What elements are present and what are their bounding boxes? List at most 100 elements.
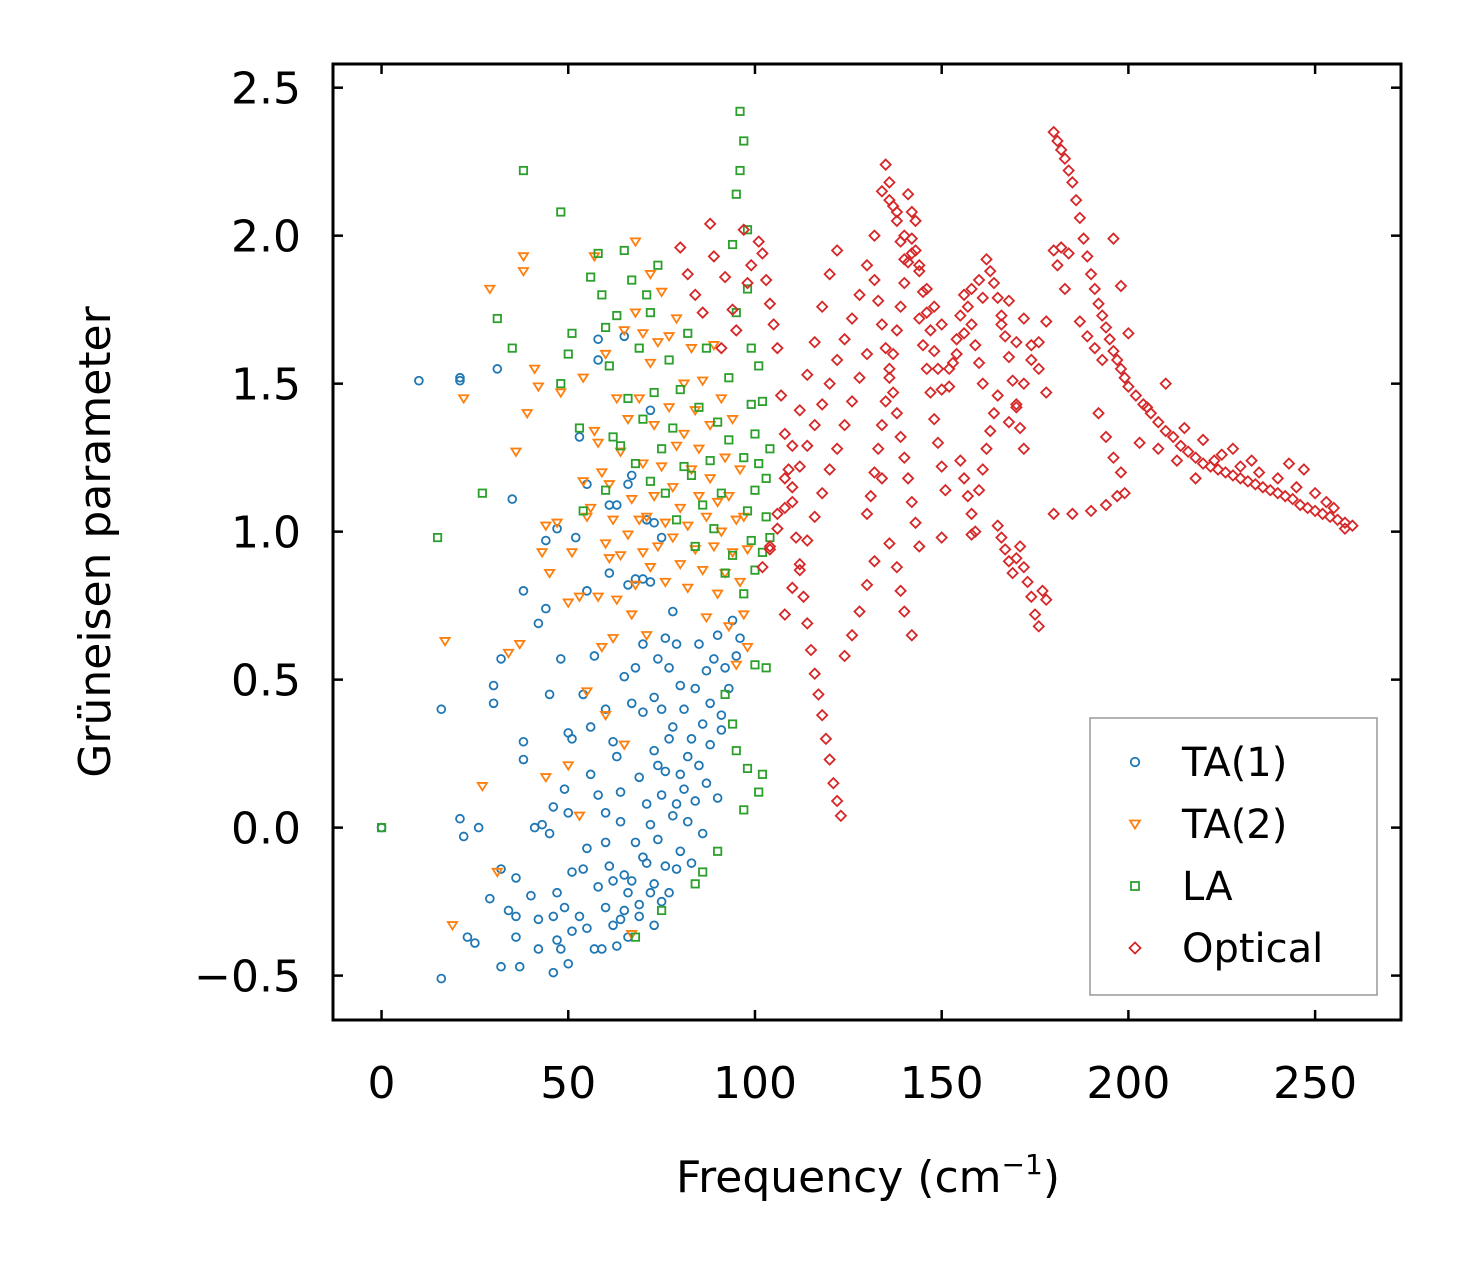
data-point	[1241, 474, 1255, 488]
data-point	[886, 386, 900, 399]
data-point	[636, 548, 650, 559]
data-point	[742, 506, 753, 516]
data-point	[705, 456, 715, 466]
data-point	[771, 507, 784, 521]
data-point	[645, 819, 656, 830]
data-point	[1256, 480, 1270, 494]
data-point	[767, 318, 780, 331]
data-point	[668, 810, 678, 821]
data-point	[954, 309, 967, 322]
data-point	[718, 270, 732, 284]
data-point	[682, 816, 693, 827]
data-point	[694, 760, 704, 771]
data-point	[957, 327, 971, 340]
data-point	[1036, 584, 1049, 598]
data-point	[1002, 294, 1016, 308]
data-point	[621, 530, 635, 541]
data-point	[819, 732, 833, 746]
data-point	[567, 867, 577, 877]
data-point	[965, 318, 978, 331]
data-point	[543, 568, 556, 579]
data-point	[634, 899, 645, 910]
data-point	[853, 288, 866, 302]
data-point	[656, 704, 667, 715]
data-point	[455, 375, 465, 386]
data-point	[741, 276, 754, 290]
data-point	[473, 822, 484, 833]
data-point	[599, 349, 612, 360]
data-point	[618, 326, 631, 337]
x-tick-label: 100	[713, 1058, 797, 1109]
data-point	[1088, 282, 1102, 296]
data-point	[651, 338, 665, 349]
data-point	[595, 642, 609, 653]
data-point	[533, 944, 544, 954]
data-point	[830, 442, 844, 456]
data-point	[778, 472, 792, 485]
data-point	[604, 361, 614, 371]
data-point	[916, 285, 930, 299]
data-point	[656, 896, 667, 907]
data-point	[517, 252, 530, 263]
data-point	[909, 214, 922, 228]
data-point	[860, 258, 874, 272]
data-point	[731, 651, 742, 661]
data-point	[1215, 448, 1229, 462]
data-point	[1327, 501, 1341, 515]
data-point	[804, 643, 818, 657]
y-tick-label: 1.0	[231, 508, 301, 559]
data-point	[912, 258, 926, 272]
data-point	[629, 237, 642, 248]
data-point	[630, 662, 641, 673]
legend-label: TA(1)	[1181, 740, 1287, 786]
data-point	[700, 512, 713, 523]
data-point	[548, 967, 559, 978]
data-point	[664, 355, 674, 365]
data-point	[1219, 466, 1232, 479]
data-point	[636, 329, 650, 340]
data-point	[713, 846, 723, 856]
data-point	[552, 523, 562, 534]
data-point	[518, 165, 529, 176]
data-point	[483, 284, 497, 295]
data-point	[1002, 350, 1016, 364]
data-point	[576, 373, 590, 384]
data-point	[995, 318, 1008, 331]
data-point	[597, 944, 607, 954]
data-point	[533, 618, 544, 629]
data-point	[1297, 463, 1311, 476]
data-point	[555, 654, 566, 664]
data-point	[681, 267, 695, 281]
data-point	[707, 250, 721, 263]
data-point	[789, 531, 803, 544]
data-point	[875, 472, 889, 485]
data-point	[611, 500, 622, 510]
data-point	[905, 628, 919, 642]
data-point	[868, 273, 881, 287]
data-point	[890, 406, 904, 420]
x-axis-label-superscript: −1	[1002, 1148, 1043, 1181]
data-point	[1024, 590, 1038, 604]
data-point	[1032, 335, 1046, 349]
data-point	[619, 870, 630, 880]
data-point	[686, 858, 697, 868]
data-point	[552, 935, 562, 945]
data-point	[1047, 507, 1061, 521]
data-point	[1346, 519, 1359, 533]
data-point	[1017, 442, 1031, 456]
data-point	[797, 590, 810, 604]
data-point	[619, 671, 630, 682]
data-point	[727, 239, 738, 250]
data-point	[414, 375, 424, 386]
data-point	[701, 343, 712, 353]
data-point	[754, 787, 764, 797]
data-point	[701, 778, 712, 789]
data-point	[644, 358, 657, 369]
data-point	[488, 698, 499, 709]
data-point	[742, 225, 753, 235]
data-point	[662, 403, 676, 414]
data-point	[608, 432, 618, 442]
data-point	[1017, 560, 1031, 574]
x-tick-label: 0	[368, 1058, 396, 1109]
data-point	[600, 704, 611, 715]
